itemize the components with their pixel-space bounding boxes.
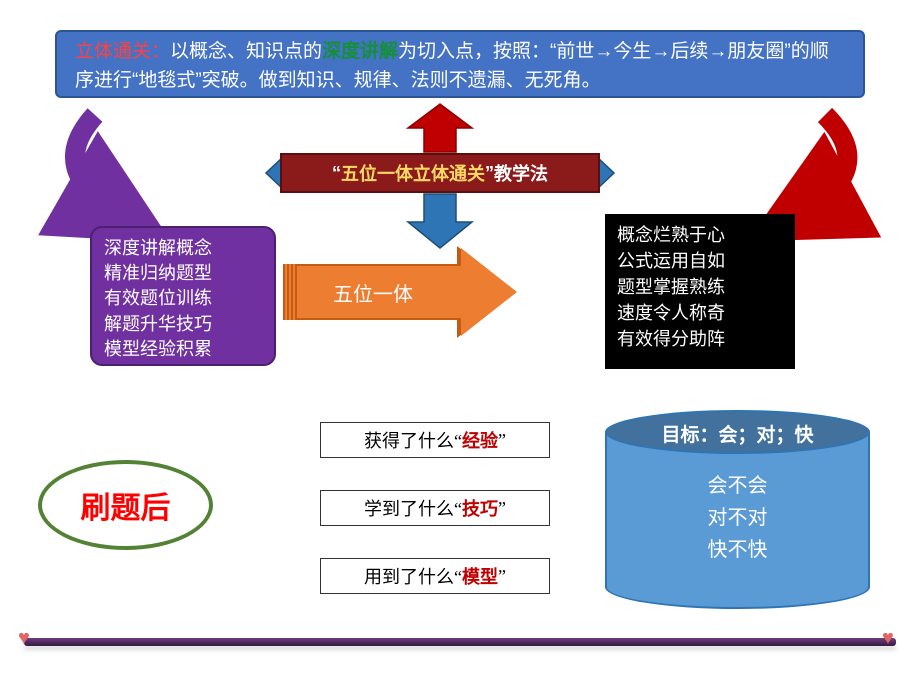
- arrow-up-icon: [408, 104, 472, 152]
- curved-arrow-left-icon: [75, 115, 120, 213]
- center-method-box: “五位一体 立体通关”教学法: [280, 153, 600, 193]
- q1-key: 经验: [462, 427, 498, 453]
- cylinder-lines: 会不会 对不对 快不快: [605, 470, 870, 566]
- left-line: 模型经验积累: [104, 337, 262, 362]
- top-prefix: 立体通关：: [75, 41, 170, 62]
- question-box-3: 用到了什么“模型”: [320, 558, 550, 594]
- right-line: 题型掌握熟练: [617, 274, 783, 300]
- right-line: 速度令人称奇: [617, 300, 783, 326]
- top-seg2: 为切入点，按照：“前世: [398, 41, 594, 62]
- q1-suf: ”: [498, 430, 506, 451]
- top-arrow1: →: [594, 41, 613, 62]
- q3-key: 模型: [462, 563, 498, 589]
- diagram-canvas: 立体通关：以概念、知识点的深度讲解为切入点，按照：“前世→今生→后续→朋友圈”的…: [0, 0, 920, 690]
- right-black-box: 概念烂熟于心 公式运用自如 题型掌握熟练 速度令人称奇 有效得分助阵: [605, 214, 795, 369]
- cyl-line: 对不对: [605, 502, 870, 534]
- top-arrow2: →: [651, 41, 670, 62]
- oval-label: 刷题后: [81, 483, 171, 527]
- cylinder-title: 目标：会；对；快: [605, 420, 870, 447]
- center-part1: 五位一体: [341, 160, 413, 186]
- top-seg3: 今生: [613, 41, 651, 62]
- question-box-2: 学到了什么“技巧”: [320, 490, 550, 526]
- wuwei-arrow-head-icon: [461, 248, 517, 336]
- q1-pre: 获得了什么“: [364, 427, 462, 453]
- cyl-line: 会不会: [605, 470, 870, 502]
- q3-suf: ”: [498, 566, 506, 587]
- shua-ti-oval: 刷题后: [38, 460, 213, 550]
- curved-arrow-right-icon: [800, 115, 847, 213]
- q2-suf: ”: [498, 498, 506, 519]
- wuwei-arrow-tail-icon: [283, 264, 297, 320]
- top-arrow3: →: [708, 41, 727, 62]
- q2-key: 技巧: [462, 495, 498, 521]
- q2-pre: 学到了什么“: [364, 495, 462, 521]
- q3-pre: 用到了什么“: [364, 563, 462, 589]
- left-line: 精准归纳题型: [104, 261, 262, 286]
- right-line: 公式运用自如: [617, 248, 783, 274]
- center-q1: “: [332, 163, 341, 184]
- left-purple-box: 深度讲解概念 精准归纳题型 有效题位训练 解题升华技巧 模型经验积累: [90, 226, 276, 366]
- heart-icon: ♥: [18, 627, 30, 650]
- cylinder-goal: 目标：会；对；快 会不会 对不对 快不快: [605, 410, 870, 605]
- left-line: 深度讲解概念: [104, 236, 262, 261]
- right-line: 有效得分助阵: [617, 326, 783, 352]
- question-box-1: 获得了什么“经验”: [320, 422, 550, 458]
- top-description-box: 立体通关：以概念、知识点的深度讲解为切入点，按照：“前世→今生→后续→朋友圈”的…: [55, 30, 865, 98]
- top-green: 深度讲解: [322, 41, 398, 62]
- brace-icon: ｛: [223, 418, 283, 598]
- top-seg4: 后续: [670, 41, 708, 62]
- center-tail: 教学法: [494, 160, 548, 186]
- left-line: 解题升华技巧: [104, 312, 262, 337]
- heart-icon: ♥: [882, 627, 894, 650]
- arrow-down-icon: [408, 194, 472, 248]
- wuwei-label: 五位一体: [333, 278, 413, 307]
- center-part2: 立体通关: [413, 160, 485, 186]
- center-q2: ”: [485, 163, 494, 184]
- wuwei-arrow-body: 五位一体: [283, 264, 463, 320]
- right-line: 概念烂熟于心: [617, 222, 783, 248]
- left-line: 有效题位训练: [104, 286, 262, 311]
- cyl-line: 快不快: [605, 534, 870, 566]
- bottom-divider: [24, 638, 896, 646]
- top-seg1: 以概念、知识点的: [170, 41, 322, 62]
